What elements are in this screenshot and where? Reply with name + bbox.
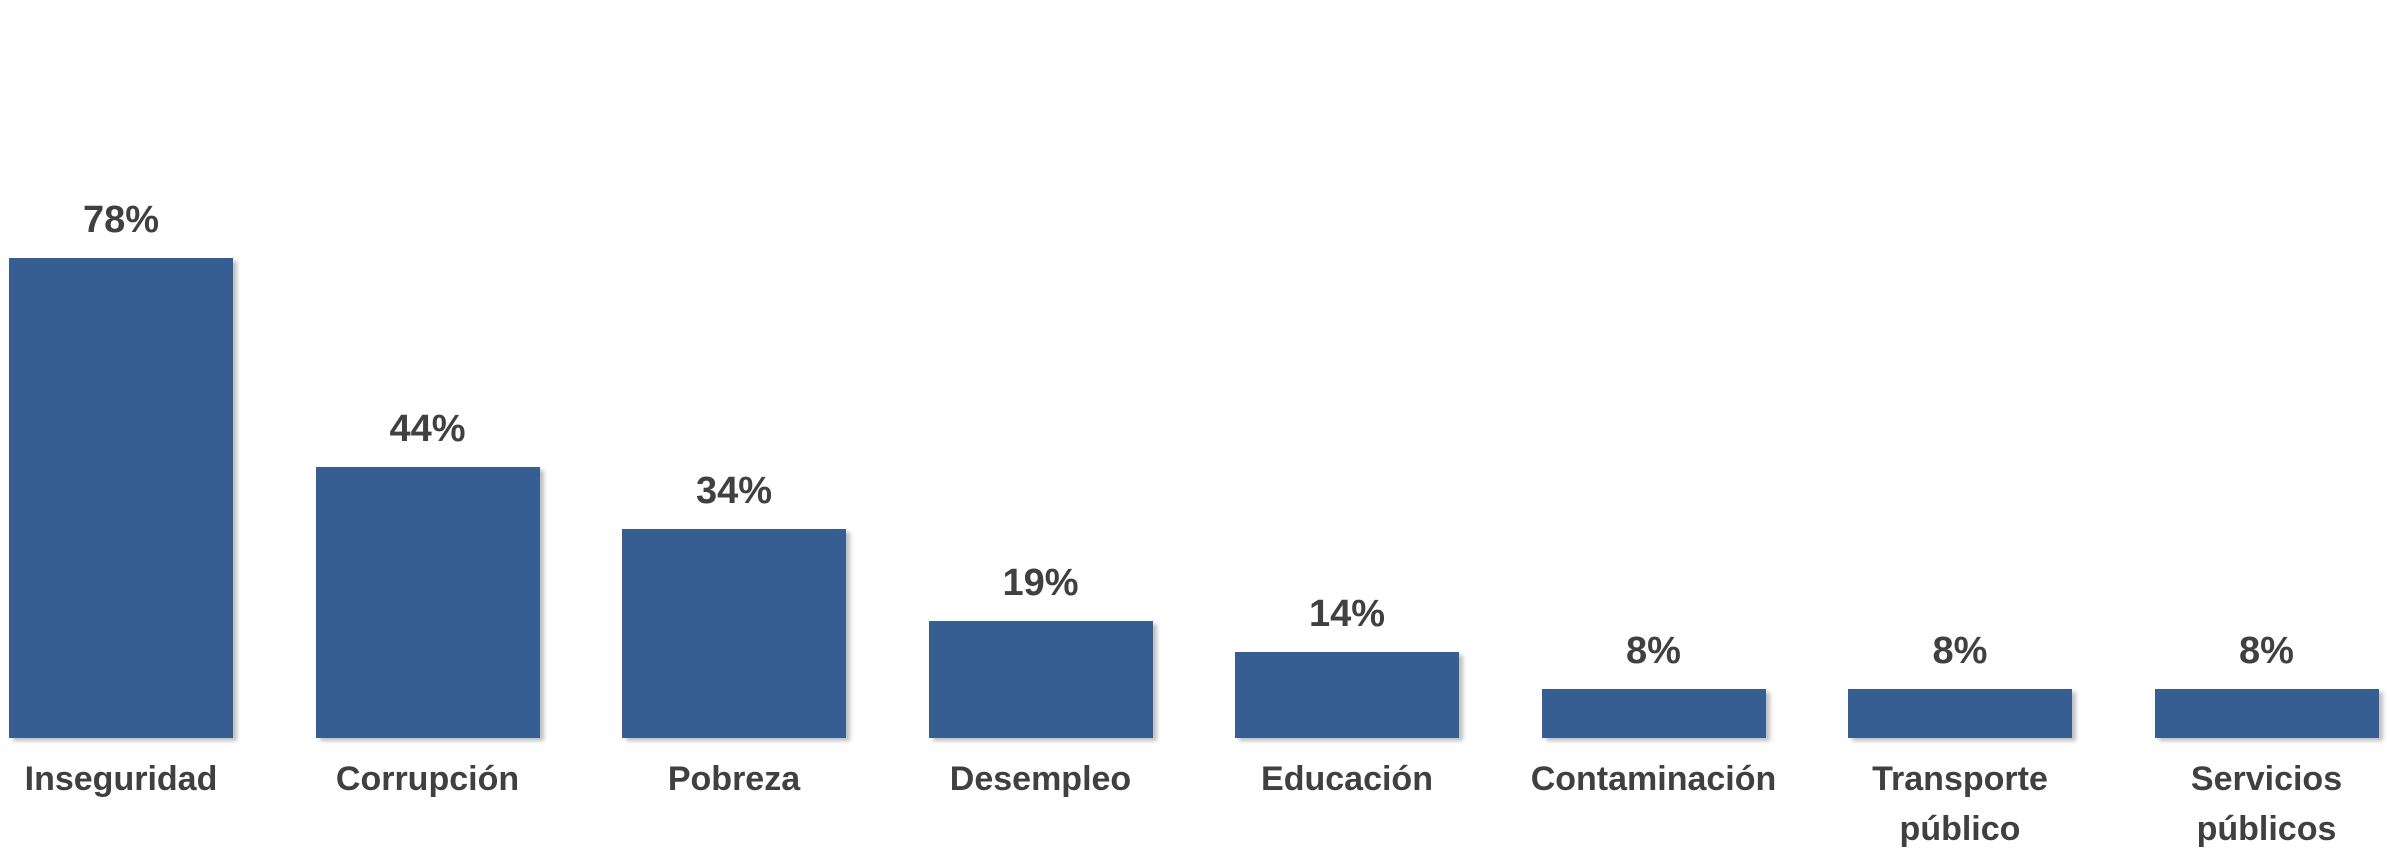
bar xyxy=(1848,689,2072,738)
value-label: 19% xyxy=(929,563,1153,603)
bar xyxy=(9,258,233,738)
bar xyxy=(316,467,540,738)
value-label: 34% xyxy=(622,471,846,511)
bar xyxy=(1542,689,1766,738)
x-tick-label: Servicios públicos xyxy=(2117,754,2390,854)
bar xyxy=(929,621,1153,738)
value-label: 44% xyxy=(316,409,540,449)
x-tick-label: Educación xyxy=(1197,754,1497,804)
value-label: 14% xyxy=(1235,594,1459,634)
x-tick-label: Desempleo xyxy=(891,754,1191,804)
x-tick-label: Transporte público xyxy=(1810,754,2110,854)
x-tick-label: Corrupción xyxy=(278,754,578,804)
value-label: 78% xyxy=(9,200,233,240)
chart: 78% Inseguridad 44% Corrupción 34% Pobreza 19%… xyxy=(0,0,2390,851)
bar xyxy=(1235,652,1459,738)
x-tick-label: Contaminación xyxy=(1504,754,1804,804)
bar xyxy=(2155,689,2379,738)
x-tick-label: Inseguridad xyxy=(0,754,271,804)
x-tick-label: Pobreza xyxy=(584,754,884,804)
value-label: 8% xyxy=(1542,631,1766,671)
bar xyxy=(622,529,846,738)
value-label: 8% xyxy=(1848,631,2072,671)
value-label: 8% xyxy=(2155,631,2379,671)
